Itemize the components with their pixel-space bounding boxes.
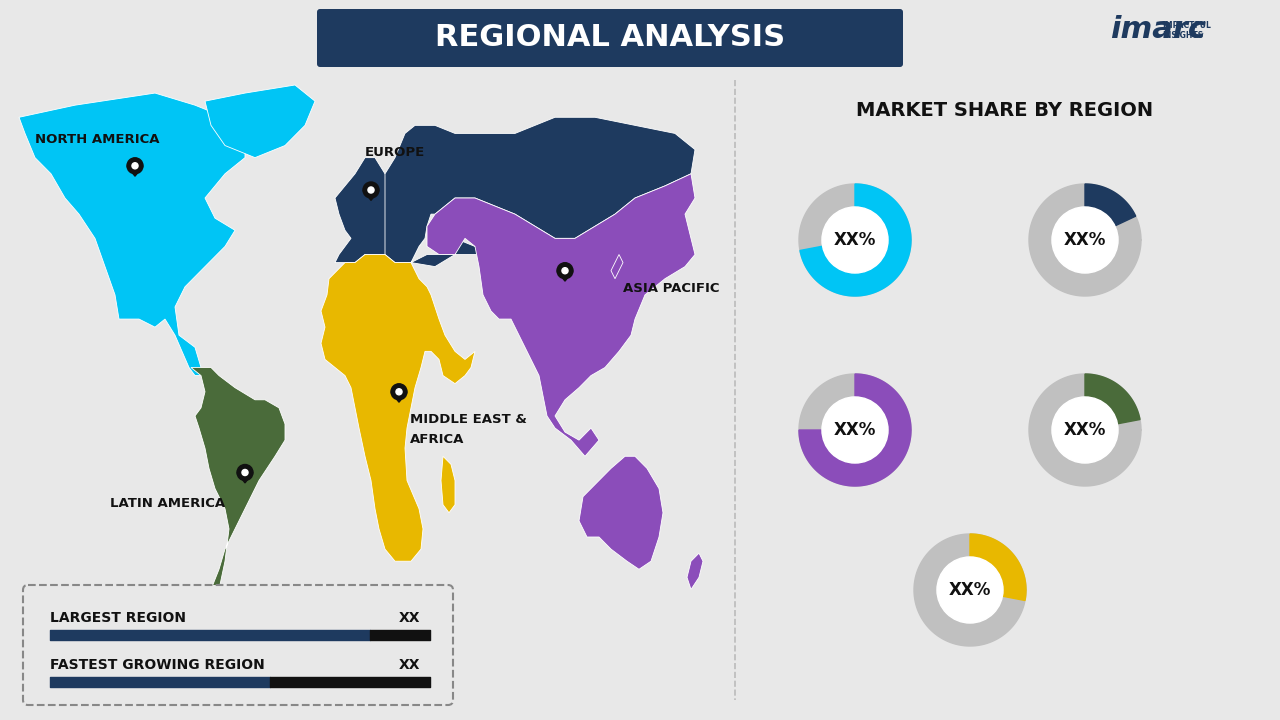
Polygon shape — [1085, 374, 1140, 423]
Polygon shape — [442, 456, 454, 513]
Polygon shape — [579, 456, 663, 570]
Polygon shape — [1085, 184, 1135, 225]
Text: ASIA PACIFIC: ASIA PACIFIC — [623, 282, 719, 294]
Polygon shape — [799, 374, 911, 486]
Polygon shape — [428, 174, 695, 456]
Polygon shape — [799, 184, 911, 296]
Polygon shape — [237, 472, 253, 483]
Polygon shape — [19, 93, 244, 376]
Polygon shape — [557, 271, 573, 281]
Text: IMPACTFUL: IMPACTFUL — [1162, 20, 1211, 30]
Circle shape — [1052, 397, 1117, 463]
Text: LATIN AMERICA: LATIN AMERICA — [110, 497, 225, 510]
Text: XX: XX — [398, 611, 420, 625]
Polygon shape — [687, 553, 703, 590]
Polygon shape — [1029, 374, 1140, 486]
Polygon shape — [914, 534, 1027, 646]
Text: EUROPE: EUROPE — [365, 145, 425, 158]
Text: INSIGHTS: INSIGHTS — [1162, 32, 1203, 40]
Polygon shape — [611, 254, 623, 279]
Polygon shape — [335, 158, 428, 263]
Polygon shape — [321, 254, 475, 561]
Circle shape — [390, 384, 407, 400]
FancyBboxPatch shape — [317, 9, 902, 67]
Polygon shape — [127, 166, 143, 176]
Circle shape — [242, 469, 248, 475]
FancyBboxPatch shape — [23, 585, 453, 705]
Polygon shape — [799, 374, 911, 486]
Circle shape — [822, 207, 888, 273]
Circle shape — [557, 263, 573, 279]
Polygon shape — [205, 85, 315, 158]
Text: MIDDLE EAST &: MIDDLE EAST & — [410, 413, 527, 426]
Circle shape — [132, 163, 138, 168]
Polygon shape — [191, 367, 285, 630]
Polygon shape — [385, 117, 695, 266]
Text: FASTEST GROWING REGION: FASTEST GROWING REGION — [50, 658, 265, 672]
Text: AFRICA: AFRICA — [410, 433, 465, 446]
Circle shape — [562, 268, 568, 274]
Text: REGIONAL ANALYSIS: REGIONAL ANALYSIS — [435, 24, 785, 53]
Polygon shape — [800, 184, 911, 296]
Circle shape — [364, 182, 379, 198]
Polygon shape — [970, 534, 1027, 600]
Text: NORTH AMERICA: NORTH AMERICA — [35, 132, 160, 145]
Circle shape — [396, 389, 402, 395]
Text: XX%: XX% — [948, 581, 991, 599]
Circle shape — [822, 397, 888, 463]
Text: imarc: imarc — [1110, 16, 1206, 45]
Text: XX%: XX% — [833, 421, 877, 439]
Text: LARGEST REGION: LARGEST REGION — [50, 611, 186, 625]
Text: XX%: XX% — [833, 231, 877, 249]
Circle shape — [367, 187, 374, 193]
Circle shape — [237, 464, 253, 480]
Text: XX%: XX% — [1064, 421, 1106, 439]
Polygon shape — [1029, 184, 1140, 296]
Text: XX: XX — [398, 658, 420, 672]
Polygon shape — [364, 190, 379, 200]
Circle shape — [937, 557, 1004, 623]
Polygon shape — [390, 392, 407, 402]
Circle shape — [127, 158, 143, 174]
Text: XX%: XX% — [1064, 231, 1106, 249]
Text: MARKET SHARE BY REGION: MARKET SHARE BY REGION — [856, 101, 1153, 120]
Circle shape — [1052, 207, 1117, 273]
